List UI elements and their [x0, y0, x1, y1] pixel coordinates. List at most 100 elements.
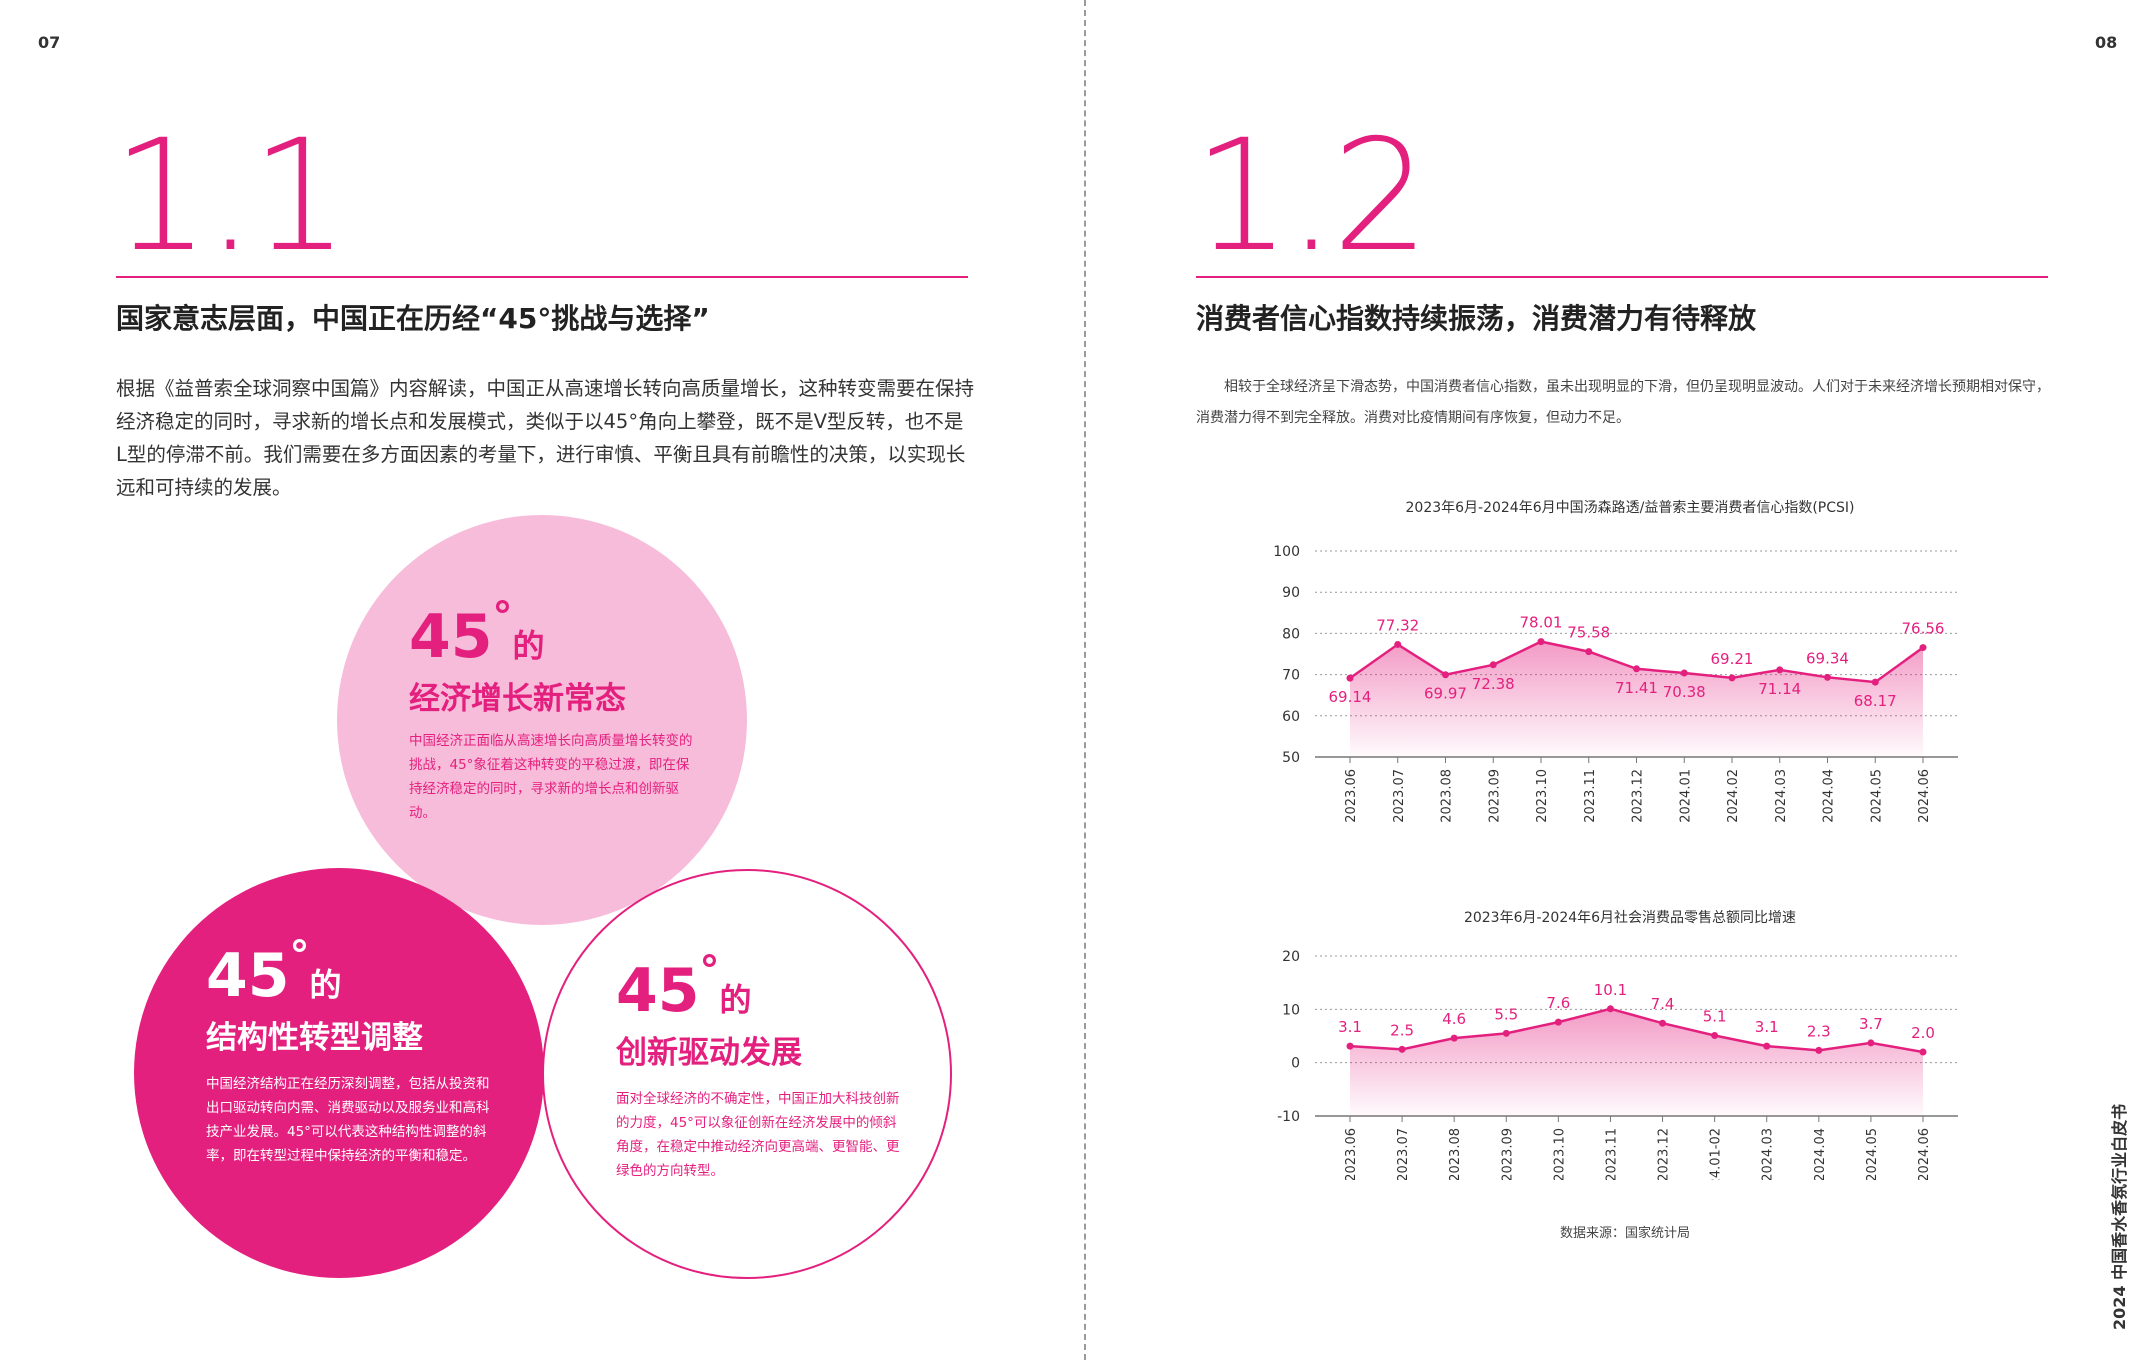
y-tick-label: 20 [1282, 949, 1300, 965]
y-tick-label: 100 [1273, 544, 1300, 560]
circle-economic-new-normal: 45°的 经济增长新常态 中国经济正面临从高速增长向高质量增长转变的挑战，45°… [337, 515, 747, 925]
x-tick-label: 2024.05 [1865, 1128, 1880, 1180]
data-point [1442, 671, 1449, 679]
data-label: 70.38 [1663, 683, 1706, 701]
page-fold-divider [1084, 0, 1086, 1360]
page-number-right: 08 [2095, 33, 2118, 52]
x-tick-label: 2023.11 [1604, 1128, 1619, 1180]
data-point [1824, 673, 1831, 681]
circle-title: 45°的 结构性转型调整 [206, 933, 423, 1056]
x-tick-label: 2023.07 [1396, 1128, 1411, 1180]
data-point [1450, 1034, 1458, 1042]
chart-pcsi: 50 60 70 80 90 100 69.14 77.32 69.97 72.38 78.0175… [1273, 544, 1958, 823]
data-point [1489, 661, 1497, 669]
y-tick-label: -10 [1277, 1109, 1300, 1125]
section-number-1-1: 1.1 [112, 107, 349, 286]
x-tick-label: 2023.08 [1440, 769, 1455, 823]
series-line [1349, 1007, 1924, 1054]
data-source: 数据来源：国家统计局 [1560, 1226, 1691, 1241]
chart-title-pcsi: 2023年6月-2024年6月中国汤森路透/益普索主要消费者信心指数(PCSI) [1405, 500, 1855, 516]
x-tick-label: 2023.10 [1535, 769, 1550, 823]
x-tick-label: 2024.04 [1822, 769, 1837, 823]
data-label: 10.1 [1594, 981, 1627, 999]
x-tick-label: 2023.11 [1583, 769, 1598, 823]
data-label: 69.21 [1711, 650, 1754, 668]
data-label: 71.14 [1758, 680, 1801, 698]
y-tick-label: 50 [1282, 750, 1300, 766]
y-tick-label: 80 [1282, 626, 1300, 642]
circle-innovation-driven: 45°的 创新驱动发展 面对全球经济的不确定性，中国正加大科技创新的力度，45°… [542, 869, 952, 1279]
y-tick-label: 10 [1282, 1002, 1300, 1018]
x-tick-label: 2024.06 [1917, 1128, 1932, 1180]
data-label: 71.41 [1615, 679, 1658, 697]
x-tick-label: 2024.03 [1774, 769, 1789, 823]
data-label: 7.6 [1546, 994, 1570, 1012]
data-label: 3.1 [1338, 1018, 1362, 1036]
x-tick-label: 2024.06 [1917, 769, 1932, 823]
data-point [1711, 1031, 1719, 1039]
data-point [1346, 674, 1354, 682]
data-point [1394, 640, 1402, 648]
data-label: 2.5 [1390, 1021, 1414, 1039]
data-point [1776, 666, 1784, 674]
data-label: 78.01 [1520, 614, 1563, 632]
data-point [1763, 1042, 1771, 1050]
section-intro-right: 相较于全球经济呈下滑态势，中国消费者信心指数，虽未出现明显的下滑，但仍呈现明显波… [1196, 379, 2050, 426]
data-point [1815, 1046, 1823, 1054]
data-point [1728, 674, 1736, 682]
data-label: 3.1 [1755, 1018, 1779, 1036]
data-point [1502, 1029, 1510, 1037]
data-label: 2.3 [1807, 1022, 1831, 1040]
chart-title-retail: 2023年6月-2024年6月社会消费品零售总额同比增速 [1463, 910, 1797, 926]
data-point [1585, 648, 1593, 656]
x-tick-label: 2024.04 [1813, 1128, 1828, 1180]
x-tick-label: 2023.09 [1487, 769, 1502, 823]
x-tick-label: 2024.05 [1869, 769, 1884, 823]
data-label: 75.58 [1567, 624, 1610, 642]
side-book-title: 2024 中国香水香氛行业白皮书 [2110, 1103, 2129, 1330]
data-point [1554, 1018, 1562, 1026]
y-tick-label: 90 [1282, 585, 1300, 601]
data-label: 76.56 [1902, 620, 1945, 638]
section-heading-left: 国家意志层面，中国正在历经“45°挑战与选择” [116, 302, 710, 335]
data-point [1919, 644, 1927, 652]
data-point [1606, 1005, 1614, 1013]
y-tick-label: 60 [1282, 709, 1300, 725]
circle-title: 45°的 创新驱动发展 [616, 948, 802, 1071]
section-rule-right [1196, 276, 2048, 278]
section-number-1-2: 1.2 [1193, 107, 1430, 286]
x-tick-label: 2023.12 [1631, 769, 1646, 823]
data-label: 5.1 [1703, 1007, 1727, 1025]
x-tick-label: 2023.12 [1657, 1128, 1672, 1180]
data-label: 2.0 [1911, 1024, 1935, 1042]
section-body-left: 根据《益普索全球洞察中国篇》内容解读，中国正从高速增长转向高质量增长，这种转变需… [116, 377, 975, 499]
x-tick-label: 2023.09 [1500, 1128, 1515, 1180]
data-point [1867, 1039, 1875, 1047]
circle-text: 中国经济正面临从高速增长向高质量增长转变的挑战，45°象征着这种转变的平稳过渡，… [409, 733, 693, 821]
data-point [1871, 678, 1879, 686]
data-point [1537, 638, 1545, 646]
x-tick-label: 2024.01 [1678, 769, 1693, 823]
data-point [1680, 669, 1688, 677]
x-tick-label: 2024.01-02 [1709, 1128, 1724, 1180]
data-label: 77.32 [1376, 616, 1419, 634]
y-tick-label: 0 [1291, 1056, 1300, 1072]
circle-structural-transformation: 45°的 结构性转型调整 中国经济结构正在经历深刻调整，包括从投资和出口驱动转向… [134, 868, 544, 1278]
x-tick-label: 2023.07 [1392, 769, 1407, 823]
data-label: 69.14 [1329, 688, 1372, 706]
data-point [1346, 1042, 1354, 1050]
data-label: 69.97 [1424, 685, 1467, 703]
page-number-left: 07 [38, 33, 61, 52]
circle-text: 中国经济结构正在经历深刻调整，包括从投资和出口驱动转向内需、消费驱动以及服务业和… [206, 1076, 490, 1164]
data-point [1659, 1019, 1667, 1027]
x-tick-label: 2023.10 [1552, 1128, 1567, 1180]
data-label: 7.4 [1651, 995, 1675, 1013]
data-point [1919, 1048, 1927, 1056]
data-label: 4.6 [1442, 1010, 1466, 1028]
circle-title: 45°的 经济增长新常态 [409, 594, 626, 717]
circle-text: 面对全球经济的不确定性，中国正加大科技创新的力度，45°可以象征创新在经济发展中… [616, 1091, 900, 1179]
section-rule-left [116, 276, 968, 278]
x-tick-label: 2023.08 [1448, 1128, 1463, 1180]
section-heading-right: 消费者信心指数持续振荡，消费潜力有待释放 [1196, 302, 1757, 335]
x-tick-label: 2023.06 [1344, 769, 1359, 823]
